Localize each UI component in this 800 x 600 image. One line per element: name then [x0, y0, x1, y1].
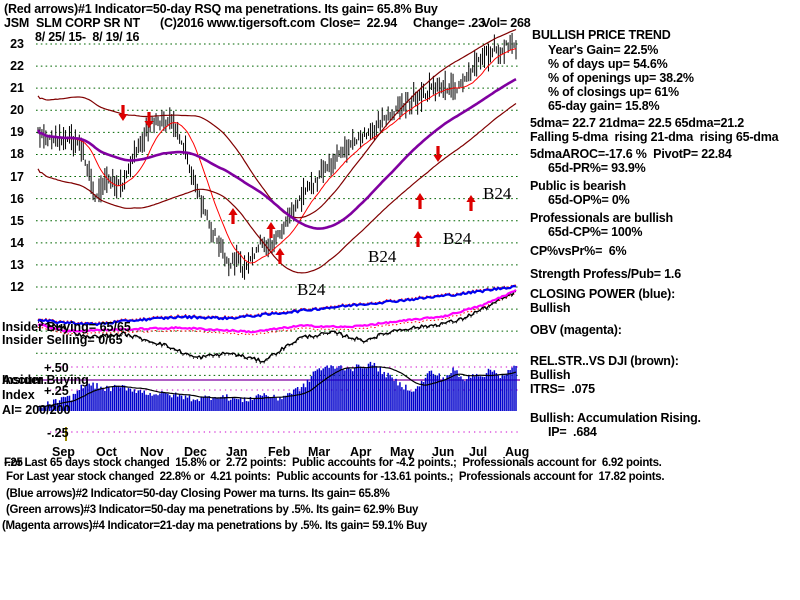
b24-label-3: B24 — [368, 247, 397, 266]
month-label: Mar — [308, 445, 331, 459]
header-volume: Vol= 268 — [482, 16, 531, 30]
footer-overlap-tick: -.25 — [4, 457, 23, 469]
month-label: Aug — [505, 445, 530, 459]
month-label: Apr — [350, 445, 372, 459]
sidebar-closing-power-value: Bullish — [530, 301, 571, 315]
index-label: Index — [2, 388, 35, 402]
accumulation-index-bars — [37, 361, 517, 411]
sidebar-ma-values: 5dma= 22.7 21dma= 22.5 65dma=21.2 — [530, 116, 745, 130]
sidebar-stat-4: 65-day gain= 15.8% — [548, 99, 660, 113]
chart-svg — [36, 28, 520, 441]
price-axis-tick: 16 — [10, 191, 24, 206]
month-label: Dec — [184, 445, 207, 459]
sidebar-relstr-value: Bullish — [530, 368, 571, 382]
footer-line-1: For Last 65 days stock changed 15.8% or … — [4, 457, 662, 469]
buy-arrow-red — [228, 208, 238, 224]
sidebar-prof-cp: 65d-CP%= 100% — [548, 225, 643, 239]
sidebar-itrs: ITRS= .075 — [530, 382, 595, 396]
header-company-name: SLM CORP SR NT — [36, 16, 140, 30]
insider-selling-label: Insider Selling= 0/65 — [2, 333, 123, 347]
month-label: Nov — [140, 445, 164, 459]
sidebar-stat-2: % of openings up= 38.2% — [548, 71, 694, 85]
b24-label-2: B24 — [443, 229, 472, 248]
sidebar-stat-3: % of closings up= 61% — [548, 85, 679, 99]
ai-label: AI= 200/200 — [2, 403, 71, 417]
insider-buying-label: Insider Buying= 65/65 — [2, 320, 131, 334]
buy-arrow-red — [266, 222, 276, 238]
sidebar-professionals-sentiment: Professionals are bullish — [530, 211, 673, 225]
price-axis-tick: 19 — [10, 125, 24, 140]
price-axis-tick: 21 — [10, 81, 24, 96]
buy-arrow-red — [275, 248, 285, 264]
sidebar-pr: 65d-PR%= 93.9% — [548, 161, 646, 175]
obv-ma-red-dotted — [37, 292, 517, 336]
band-lower-brown — [37, 103, 517, 274]
sidebar-ma-trend: Falling 5-dma rising 21-dma rising 65-dm… — [530, 130, 779, 144]
sidebar-title: BULLISH PRICE TREND — [532, 28, 671, 42]
rs-ma-black-dotted — [37, 292, 517, 365]
sell-arrow-red — [144, 112, 154, 128]
sidebar-accumulation: Bullish: Accumulation Rising. — [530, 411, 701, 425]
price-axis-tick: 17 — [10, 169, 24, 184]
sidebar-strength: Strength Profess/Pub= 1.6 — [530, 267, 681, 281]
indicator-tick-minus25: -.25 — [47, 426, 69, 440]
header-copyright: (C)2016 www.tigersoft.com — [160, 16, 315, 30]
price-axis-tick: 15 — [10, 213, 24, 228]
accumulation-index-smoothed-line — [37, 366, 517, 408]
footer-line-4: (Green arrows)#3 Indicator=50-day ma pen… — [6, 504, 419, 516]
closing-power-line-blue — [37, 284, 517, 327]
chart-plot-area — [28, 28, 520, 443]
sidebar-stat-0: Year's Gain= 22.5% — [548, 43, 659, 57]
month-label: Jul — [469, 445, 488, 459]
price-axis-tick: 23 — [10, 37, 24, 51]
footer-line-3: (Blue arrows)#2 Indicator=50-day Closing… — [6, 488, 390, 500]
obv-line-magenta — [37, 288, 517, 334]
sidebar-closing-power-label: CLOSING POWER (blue): — [530, 287, 676, 301]
month-label: May — [390, 445, 415, 459]
price-axis-tick: 22 — [10, 59, 24, 74]
indicator-tick-plus50: +.50 — [44, 361, 69, 375]
header-date-range: 8/ 25/ 15- 8/ 19/ 16 — [35, 30, 140, 44]
month-label: Jan — [226, 445, 248, 459]
month-label: Jun — [432, 445, 455, 459]
relative-strength-line-black — [37, 290, 517, 363]
sidebar-cp-vs-pr: CP%vsPr%= 6% — [530, 244, 627, 258]
header-close-price: Close= 22.94 — [320, 16, 397, 30]
cp-ma-red-dotted — [37, 284, 517, 325]
header-ticker: JSM — [4, 16, 30, 30]
sidebar-ip: IP= .684 — [548, 425, 597, 439]
sell-arrow-red — [118, 105, 128, 121]
ma-purple-65 — [36, 78, 517, 230]
sidebar-public-sentiment: Public is bearish — [530, 179, 626, 193]
footer-line-2: For Last year stock changed 22.8% or 4.2… — [6, 471, 665, 483]
insider-buying-overlap-label: Insider Buying — [2, 373, 89, 387]
sidebar-public-op: 65d-OP%= 0% — [548, 193, 630, 207]
header-change: Change= .23 — [413, 16, 485, 30]
price-axis-tick: 13 — [10, 257, 24, 272]
month-label: Oct — [96, 445, 117, 459]
month-label: Feb — [268, 445, 291, 459]
buy-arrow-red — [415, 193, 425, 209]
price-axis-tick: 12 — [10, 279, 24, 294]
header-indicator-line: (Red arrows)#1 Indicator=50-day RSQ ma p… — [4, 2, 438, 16]
buy-arrow-red — [413, 231, 423, 247]
sidebar-aroc: 5dmaAROC=-17.6 % PivotP= 22.84 — [530, 147, 732, 161]
footer-line-5: (Magenta arrows)#4 Indicator=21-day ma p… — [2, 520, 427, 532]
accum-label: Accum. — [2, 373, 48, 387]
price-axis-tick: 18 — [10, 147, 24, 162]
ma-red-rsq — [37, 48, 517, 264]
sidebar-relstr-label: REL.STR..VS DJI (brown): — [530, 354, 679, 368]
sell-arrow-red — [433, 146, 443, 162]
indicator-tick-plus25: +.25 — [44, 384, 69, 398]
buy-arrow-red — [466, 195, 476, 211]
month-label: Sep — [52, 445, 75, 459]
b24-label-4: B24 — [297, 280, 326, 299]
b24-label-1: B24 — [483, 184, 512, 203]
sidebar-obv-label: OBV (magenta): — [530, 323, 622, 337]
sidebar-stat-1: % of days up= 54.6% — [548, 57, 668, 71]
price-axis-tick: 20 — [10, 103, 24, 118]
price-axis-tick: 14 — [10, 235, 24, 250]
